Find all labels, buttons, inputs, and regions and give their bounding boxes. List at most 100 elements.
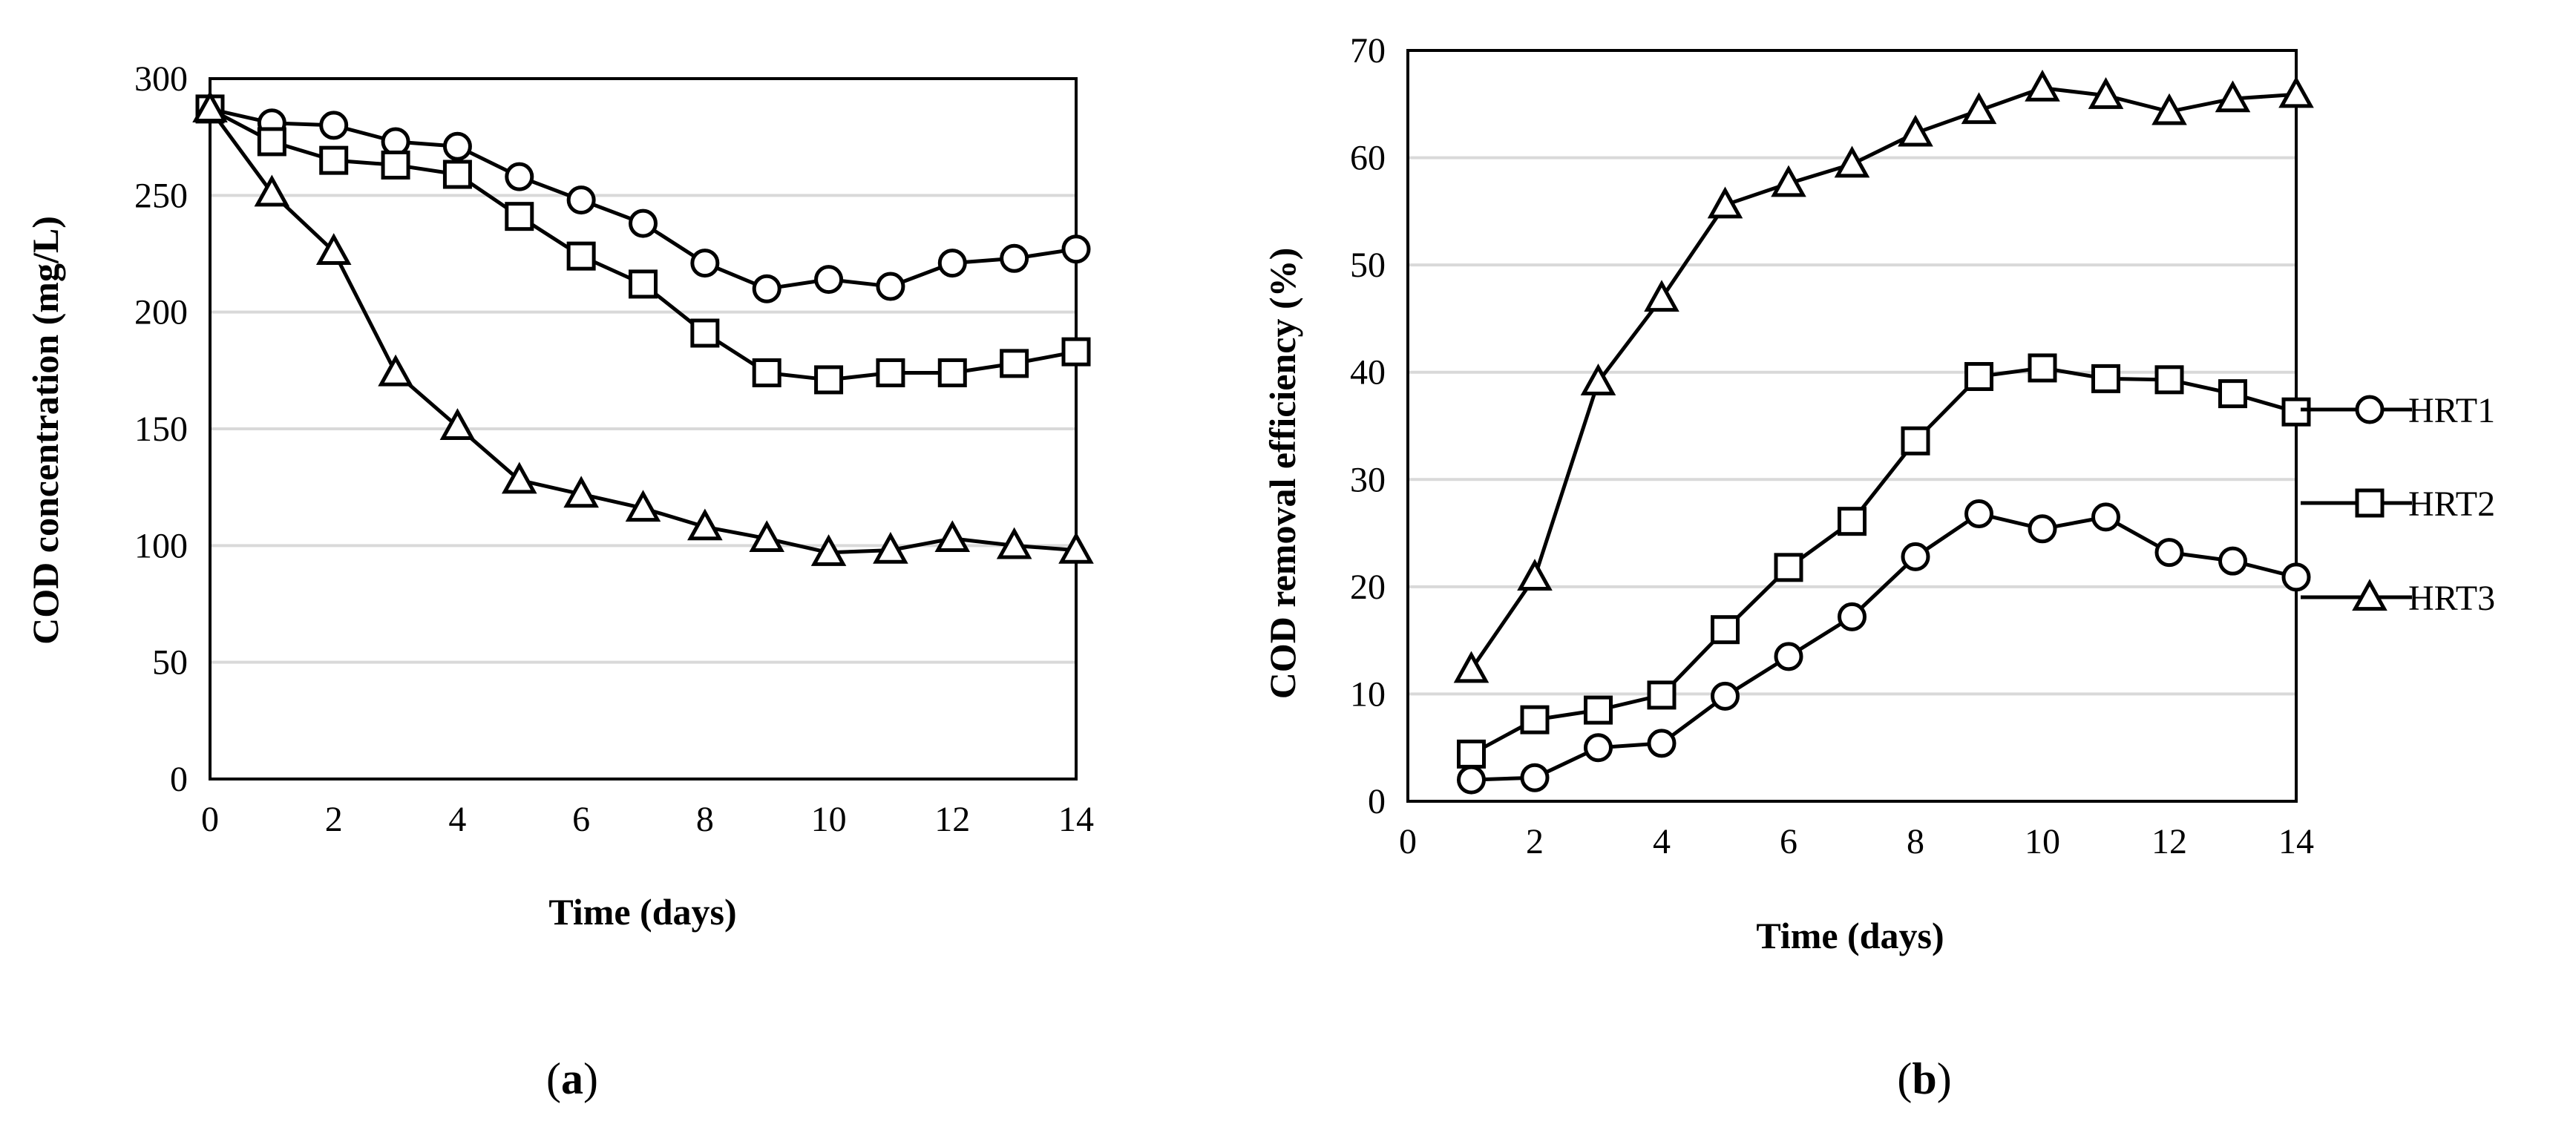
panel-a-point-hrt2 bbox=[876, 358, 905, 387]
panel-b-legend-label-hrt3: HRT3 bbox=[2408, 579, 2495, 618]
panel-b-point-hrt2 bbox=[1964, 361, 1993, 391]
panel-a-point-hrt3 bbox=[749, 520, 785, 553]
panel-b-legend-marker-hrt1 bbox=[2355, 395, 2385, 424]
panel-a-point-hrt1 bbox=[442, 131, 472, 161]
panel-a-point-hrt1 bbox=[690, 249, 720, 278]
panel-b-x-tick-label: 10 bbox=[2025, 822, 2060, 861]
panel-a-y-tick-label: 200 bbox=[134, 293, 188, 332]
panel-a-x-tick-label: 14 bbox=[1058, 800, 1094, 839]
panel-a-point-hrt2 bbox=[257, 127, 286, 157]
panel-a-x-tick-label: 10 bbox=[811, 800, 847, 839]
panel-b-point-hrt1 bbox=[1774, 642, 1803, 671]
panel-b-x-tick-label: 4 bbox=[1653, 822, 1671, 861]
panel-b-y-tick-label: 0 bbox=[1368, 782, 1386, 821]
panel-b-x-tick-label: 0 bbox=[1399, 822, 1417, 861]
panel-a-point-hrt3 bbox=[625, 490, 661, 522]
panel-b-x-tick-label: 12 bbox=[2151, 822, 2187, 861]
panel-a-point-hrt3 bbox=[378, 354, 413, 387]
panel-b-point-hrt2 bbox=[1520, 705, 1550, 734]
panel-a-point-hrt2 bbox=[690, 318, 720, 348]
panel-a-x-tick-label: 8 bbox=[696, 800, 714, 839]
panel-a-point-hrt1 bbox=[629, 208, 658, 238]
panel-b-point-hrt1 bbox=[2091, 502, 2120, 532]
panel-a-point-hrt1 bbox=[381, 127, 410, 157]
panel-b-legend-label-hrt1: HRT1 bbox=[2408, 391, 2495, 430]
panel-b-point-hrt1 bbox=[2028, 514, 2057, 544]
panel-b-x-tick-label: 14 bbox=[2278, 822, 2314, 861]
panel-b-point-hrt2 bbox=[2154, 365, 2184, 395]
panel-b-y-tick-label: 40 bbox=[1350, 353, 1386, 392]
panel-a-y-tick-label: 0 bbox=[170, 760, 188, 799]
panel-b-point-hrt3 bbox=[1771, 165, 1806, 197]
panel-a-caption: (a) bbox=[546, 1054, 598, 1103]
panel-b-caption: (b) bbox=[1897, 1054, 1951, 1103]
panel-a-point-hrt3 bbox=[501, 461, 537, 494]
panel-a-y-tick-label: 100 bbox=[134, 526, 188, 565]
panel-a-point-hrt2 bbox=[814, 365, 844, 395]
panel-b-y-tick-label: 50 bbox=[1350, 246, 1386, 285]
panel-a-point-hrt2 bbox=[937, 358, 967, 387]
panel-b-point-hrt1 bbox=[1584, 733, 1613, 763]
panel-b-point-hrt1 bbox=[1647, 729, 1677, 758]
panel-b-point-hrt3 bbox=[1453, 651, 1489, 683]
panel-b-point-hrt3 bbox=[1834, 145, 1870, 178]
panel-b-point-hrt2 bbox=[2281, 397, 2311, 427]
panel-b-point-hrt3 bbox=[1517, 559, 1553, 591]
panel-b-point-hrt1 bbox=[1838, 602, 1867, 631]
panel-a-point-hrt2 bbox=[505, 202, 534, 231]
panel-a-point-hrt3 bbox=[810, 534, 847, 566]
panel-b-point-hrt2 bbox=[1838, 507, 1867, 536]
panel-a-point-hrt2 bbox=[1000, 349, 1029, 378]
panel-a-chart: 0 50 100 150 200 250 300 0 2 4 6 8 10 12 14 bbox=[134, 59, 1094, 839]
panel-b-legend-marker-hrt2 bbox=[2355, 488, 2385, 518]
panel-b-point-hrt3 bbox=[2278, 76, 2314, 108]
panel-a-point-hrt1 bbox=[1061, 234, 1091, 264]
panel-a-y-tick-label: 50 bbox=[152, 643, 188, 683]
panel-b-x-tick-label: 8 bbox=[1907, 822, 1924, 861]
panel-b-point-hrt1 bbox=[2281, 562, 2311, 592]
panel-b-point-hrt3 bbox=[2215, 80, 2251, 113]
panel-b-point-hrt3 bbox=[2088, 77, 2124, 109]
panel-b-point-hrt3 bbox=[2025, 69, 2060, 102]
panel-a-point-hrt1 bbox=[1000, 243, 1029, 273]
panel-b-series-line-hrt3 bbox=[1469, 86, 2297, 671]
panel-a-x-tick-label: 12 bbox=[934, 800, 970, 839]
panel-a-x-axis-label: Time (days) bbox=[548, 891, 736, 933]
panel-b-point-hrt1 bbox=[2154, 538, 2184, 568]
panel-a-x-tick-label: 6 bbox=[572, 800, 590, 839]
panel-a-y-tick-label: 150 bbox=[134, 410, 188, 449]
panel-a-point-hrt2 bbox=[319, 145, 349, 175]
panel-b-point-hrt1 bbox=[1520, 763, 1550, 792]
panel-b-y-tick-label: 30 bbox=[1350, 460, 1386, 499]
panel-a-point-hrt3 bbox=[873, 531, 908, 564]
panel-b-caption-letter: b bbox=[1912, 1054, 1936, 1103]
panel-b-point-hrt3 bbox=[2151, 93, 2187, 125]
panel-a-point-hrt2 bbox=[752, 358, 781, 387]
panel-a-point-hrt1 bbox=[814, 265, 844, 295]
panel-a-point-hrt3 bbox=[996, 527, 1032, 559]
panel-a-point-hrt3 bbox=[563, 476, 599, 508]
panel-b-x-tick-label: 2 bbox=[1526, 822, 1544, 861]
panel-a-point-hrt1 bbox=[937, 249, 967, 278]
panel-a-point-hrt1 bbox=[876, 272, 905, 301]
panel-a-point-hrt1 bbox=[752, 274, 781, 303]
panel-b-y-axis-label: COD removal efficiency (%) bbox=[1262, 248, 1303, 700]
panel-b-point-hrt1 bbox=[2218, 546, 2247, 576]
panel-b-point-hrt2 bbox=[1711, 615, 1740, 645]
panel-b-point-hrt3 bbox=[1644, 280, 1679, 312]
panel-a-point-hrt3 bbox=[1058, 531, 1094, 564]
panel-b-point-hrt2 bbox=[1774, 553, 1803, 582]
panel-b-legend-marker-hrt3 bbox=[2352, 579, 2387, 611]
panel-b-point-hrt3 bbox=[1707, 186, 1743, 219]
panel-a-point-hrt2 bbox=[442, 160, 472, 189]
panel-b-x-tick-label: 6 bbox=[1780, 822, 1797, 861]
panel-b-point-hrt3 bbox=[1961, 92, 1997, 125]
panel-b-point-hrt2 bbox=[1901, 426, 1930, 456]
panel-a-x-tick-label: 0 bbox=[201, 800, 219, 839]
panel-b-point-hrt1 bbox=[1964, 499, 1993, 529]
panel-b-point-hrt2 bbox=[1457, 739, 1486, 769]
panel-a-x-tick-label: 2 bbox=[325, 800, 343, 839]
panel-b-x-axis-label: Time (days) bbox=[1756, 915, 1944, 956]
panel-b-y-tick-label: 10 bbox=[1350, 674, 1386, 714]
